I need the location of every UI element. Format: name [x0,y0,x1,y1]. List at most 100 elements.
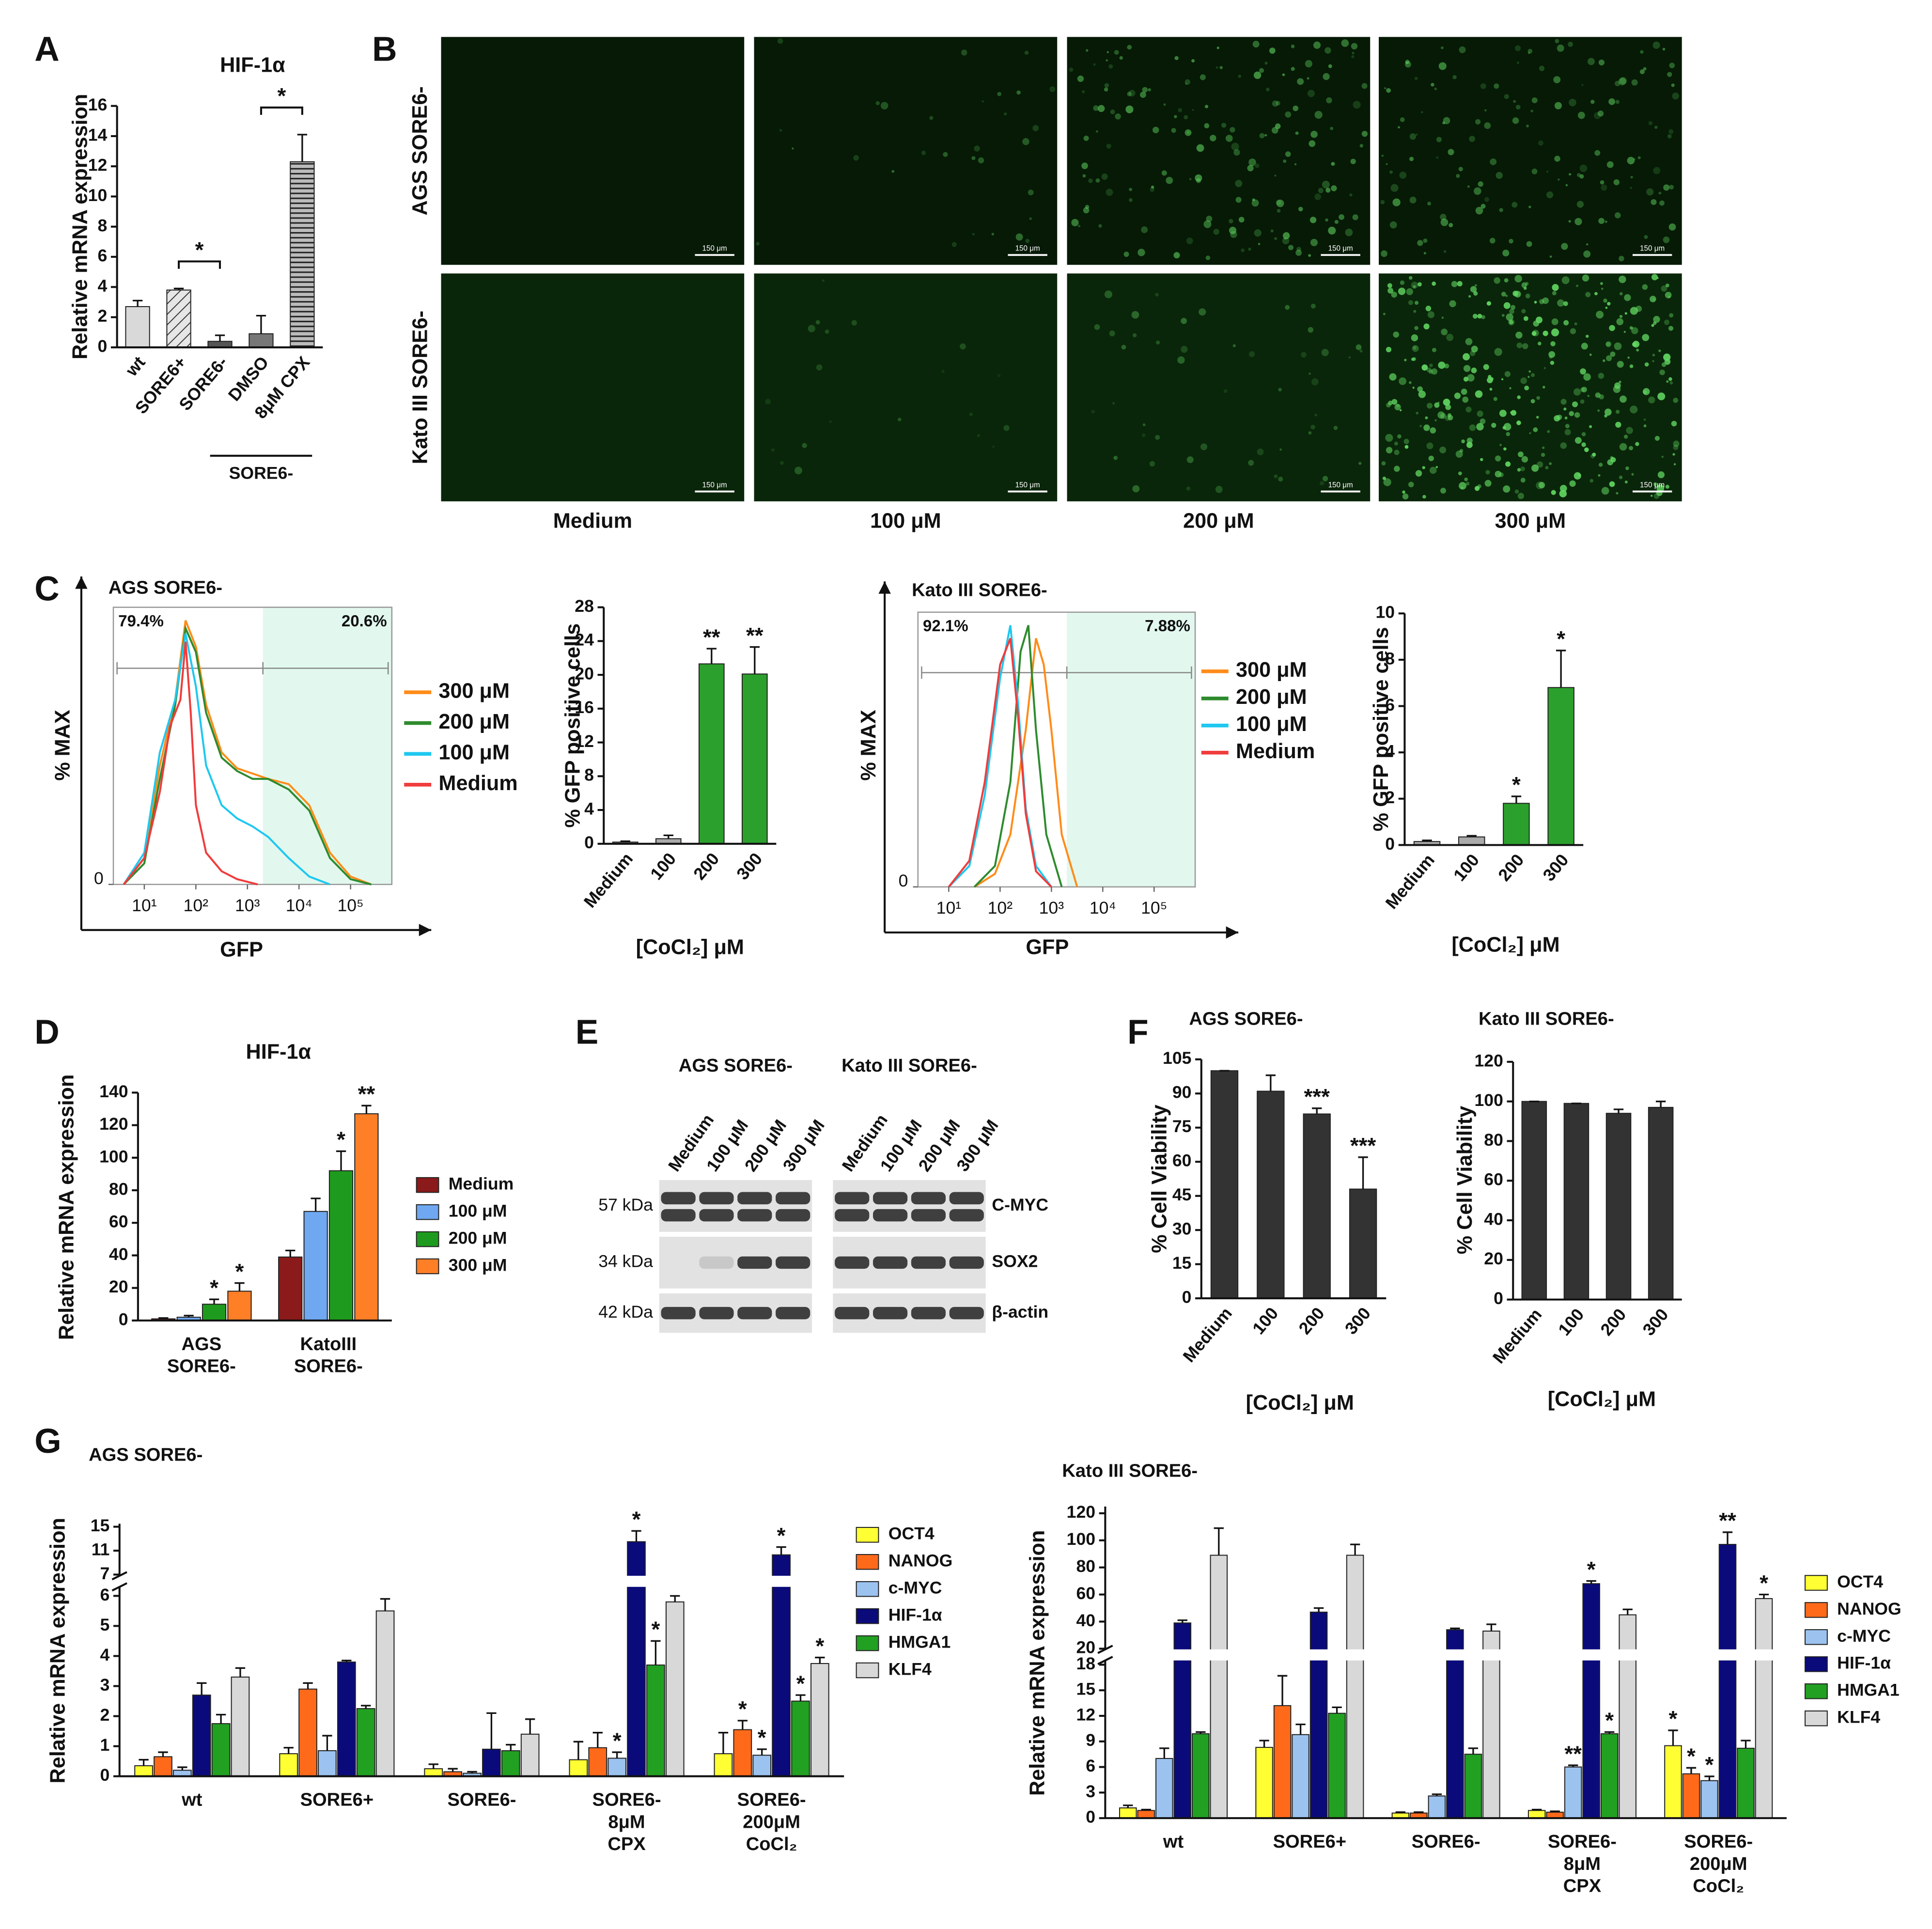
cell [1106,51,1109,53]
cell [1648,121,1653,125]
cell [1619,314,1623,318]
cell [1561,243,1568,250]
y-tick-label: 105 [1163,1048,1191,1068]
cell [1480,203,1486,209]
row-label: Kato III SORE6- [408,311,432,464]
cell [1310,424,1315,430]
blot-group-label: Kato III SORE6- [841,1055,977,1076]
cell [1181,318,1187,324]
error-bar [1466,835,1477,837]
cell [1274,174,1277,177]
cell [1577,111,1585,119]
cell [1310,303,1316,309]
y-axis-label: Relative mRNA expression [68,94,92,359]
cell [1495,470,1502,478]
legend-swatch [1805,1602,1828,1618]
cell [1166,177,1173,184]
error-bar [1196,1731,1206,1734]
panel-label: C [34,570,59,608]
cell [1636,305,1642,312]
y-tick-label: 10 [88,186,108,205]
blot-band [911,1209,946,1222]
x-tick-label: 10⁴ [1090,898,1116,918]
legend-label: 200 μM [449,1228,507,1247]
legend-label: NANOG [888,1551,953,1571]
cell [1216,47,1219,49]
cell [1669,381,1673,385]
cell [1557,414,1562,420]
bar [1309,1611,1328,1819]
cell [1313,41,1321,49]
cell [1320,481,1324,486]
panel-label: B [372,31,397,69]
micro-image [1067,37,1371,265]
significance: * [337,1127,345,1152]
cell [1608,98,1616,105]
cell [1437,402,1440,404]
cell [1555,39,1559,44]
significance: * [651,1617,660,1642]
significance: * [1605,1708,1614,1733]
cell [1570,328,1576,334]
cell [1663,184,1670,191]
cell [1632,342,1637,347]
cell [825,329,829,334]
cell [1386,163,1388,165]
cell [1255,163,1260,168]
significance: * [195,237,204,262]
x-tick-label: CoCl₂ [746,1834,797,1854]
cell [1155,293,1159,297]
bar [1210,1555,1228,1819]
y-tick-label: 6 [1385,695,1395,715]
significance: ** [1719,1509,1736,1533]
cell [1652,360,1654,362]
cell [1658,191,1662,195]
cell [1101,173,1108,180]
cell [1022,138,1029,145]
cell [1386,347,1392,353]
cell [1576,173,1581,177]
error-bar [1214,1527,1224,1556]
error-bar [1177,1619,1187,1623]
x-tick-label: SORE6- [447,1789,516,1810]
cell [1121,344,1126,350]
cell [1137,249,1145,256]
cell [1106,59,1108,62]
cell [1305,60,1313,68]
plot-frame [112,607,393,885]
cell [1428,369,1433,374]
blot-band [737,1209,772,1222]
cell [1393,331,1400,338]
bar [1755,1598,1773,1819]
cell [1651,324,1654,327]
cell [1282,73,1285,77]
cell [1650,296,1656,303]
y-tick-label: 4 [1385,742,1395,761]
cell [1421,364,1428,371]
cell [1142,433,1146,437]
bar [1192,1733,1210,1819]
x-tick-label: 10³ [1039,898,1064,918]
cell [1527,52,1530,54]
cell [1458,471,1462,476]
legend-swatch [1805,1656,1828,1672]
cell [1436,156,1439,159]
y-tick-label: 9 [1086,1730,1095,1750]
cell [1400,280,1405,285]
cell [1515,105,1521,110]
gate-label: 20.6% [342,612,387,630]
scale-bar-label: 150 μm [1015,245,1040,253]
cell [1381,155,1384,157]
cell [1235,180,1243,187]
cell [1639,69,1645,75]
cell [891,170,895,173]
y-tick-label: 12 [88,156,108,175]
cell [1423,252,1427,255]
cell [1426,367,1432,373]
cell [1174,56,1179,61]
cell [1400,117,1405,122]
bar [328,1170,354,1321]
cell [1484,480,1492,487]
cell [1658,349,1661,352]
